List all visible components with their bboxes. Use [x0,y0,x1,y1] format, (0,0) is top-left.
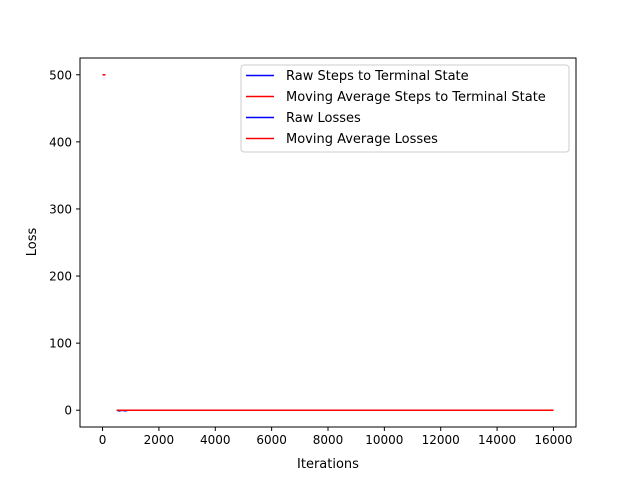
legend-entry-raw-losses: Raw Losses [246,111,361,126]
x-tick-label: 8000 [313,433,344,447]
y-tick-label: 200 [49,270,72,284]
x-tick-label: 0 [99,433,107,447]
y-tick-label: 0 [64,404,72,418]
x-tick-label: 10000 [365,433,403,447]
x-tick-label: 14000 [478,433,516,447]
legend: Raw Steps to Terminal State Moving Avera… [240,64,570,153]
x-tick-label: 16000 [534,433,572,447]
legend-label-moving-average-losses: Moving Average Losses [286,132,438,147]
y-tick-label: 300 [49,202,72,216]
legend-label-moving-average-steps: Moving Average Steps to Terminal State [286,90,546,105]
y-axis-ticks: 0 100 200 300 400 500 [49,68,80,418]
x-tick-label: 4000 [200,433,231,447]
x-tick-label: 2000 [144,433,175,447]
x-tick-label: 12000 [422,433,460,447]
legend-label-raw-losses: Raw Losses [286,111,361,126]
y-tick-label: 400 [49,135,72,149]
x-tick-label: 6000 [256,433,287,447]
y-tick-label: 500 [49,68,72,82]
series-layer [102,74,554,412]
legend-label-raw-steps: Raw Steps to Terminal State [286,69,469,84]
legend-entry-raw-steps: Raw Steps to Terminal State [246,69,469,84]
legend-entry-moving-average-steps: Moving Average Steps to Terminal State [246,90,546,105]
y-tick-label: 100 [49,337,72,351]
legend-entry-moving-average-losses: Moving Average Losses [246,132,438,147]
y-axis-label: Loss [25,228,40,257]
x-axis-ticks: 0 2000 4000 6000 8000 10000 12000 14000 16000 [99,427,573,447]
x-axis-label: Iterations [297,457,359,472]
legend-box [240,64,570,153]
